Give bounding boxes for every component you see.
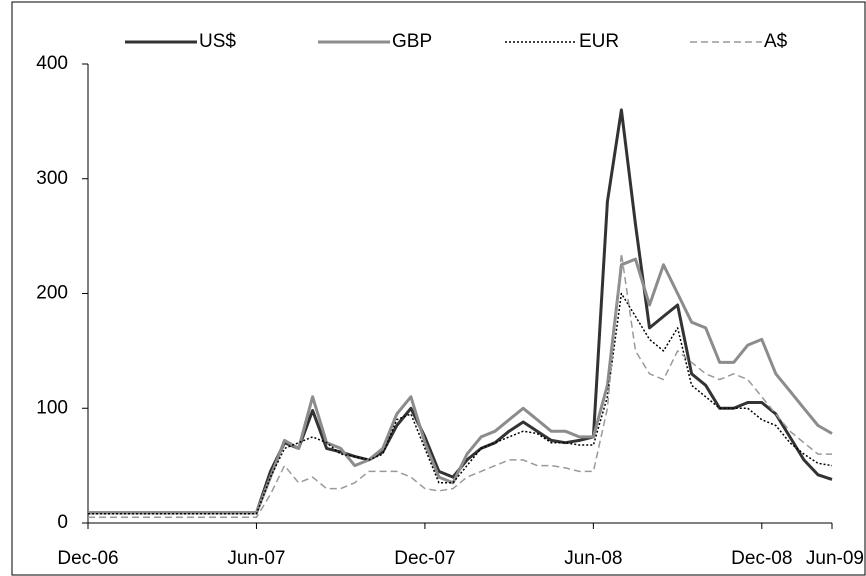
y-tick-label: 200 [36, 283, 68, 304]
x-tick-label: Dec-08 [731, 548, 792, 569]
x-tick-label: Jun-09 [806, 548, 864, 569]
chart-frame [11, 1, 866, 576]
legend-label: US$ [199, 31, 236, 52]
legend-label: GBP [392, 31, 432, 52]
x-tick-label: Jun-08 [564, 548, 622, 569]
x-tick-label: Dec-06 [57, 548, 118, 569]
line-series [88, 108, 833, 515]
legend-label: A$ [764, 31, 788, 52]
x-tick-label: Jun-07 [227, 548, 285, 569]
line-series [88, 292, 833, 515]
line-series [88, 257, 833, 515]
y-tick-label: 400 [36, 53, 68, 74]
line-series [88, 252, 832, 519]
y-tick-label: 0 [57, 512, 68, 533]
y-tick-label: 100 [36, 397, 68, 418]
y-tick-label: 300 [36, 168, 68, 189]
x-tick-label: Dec-07 [394, 548, 455, 569]
legend-label: EUR [579, 31, 619, 52]
